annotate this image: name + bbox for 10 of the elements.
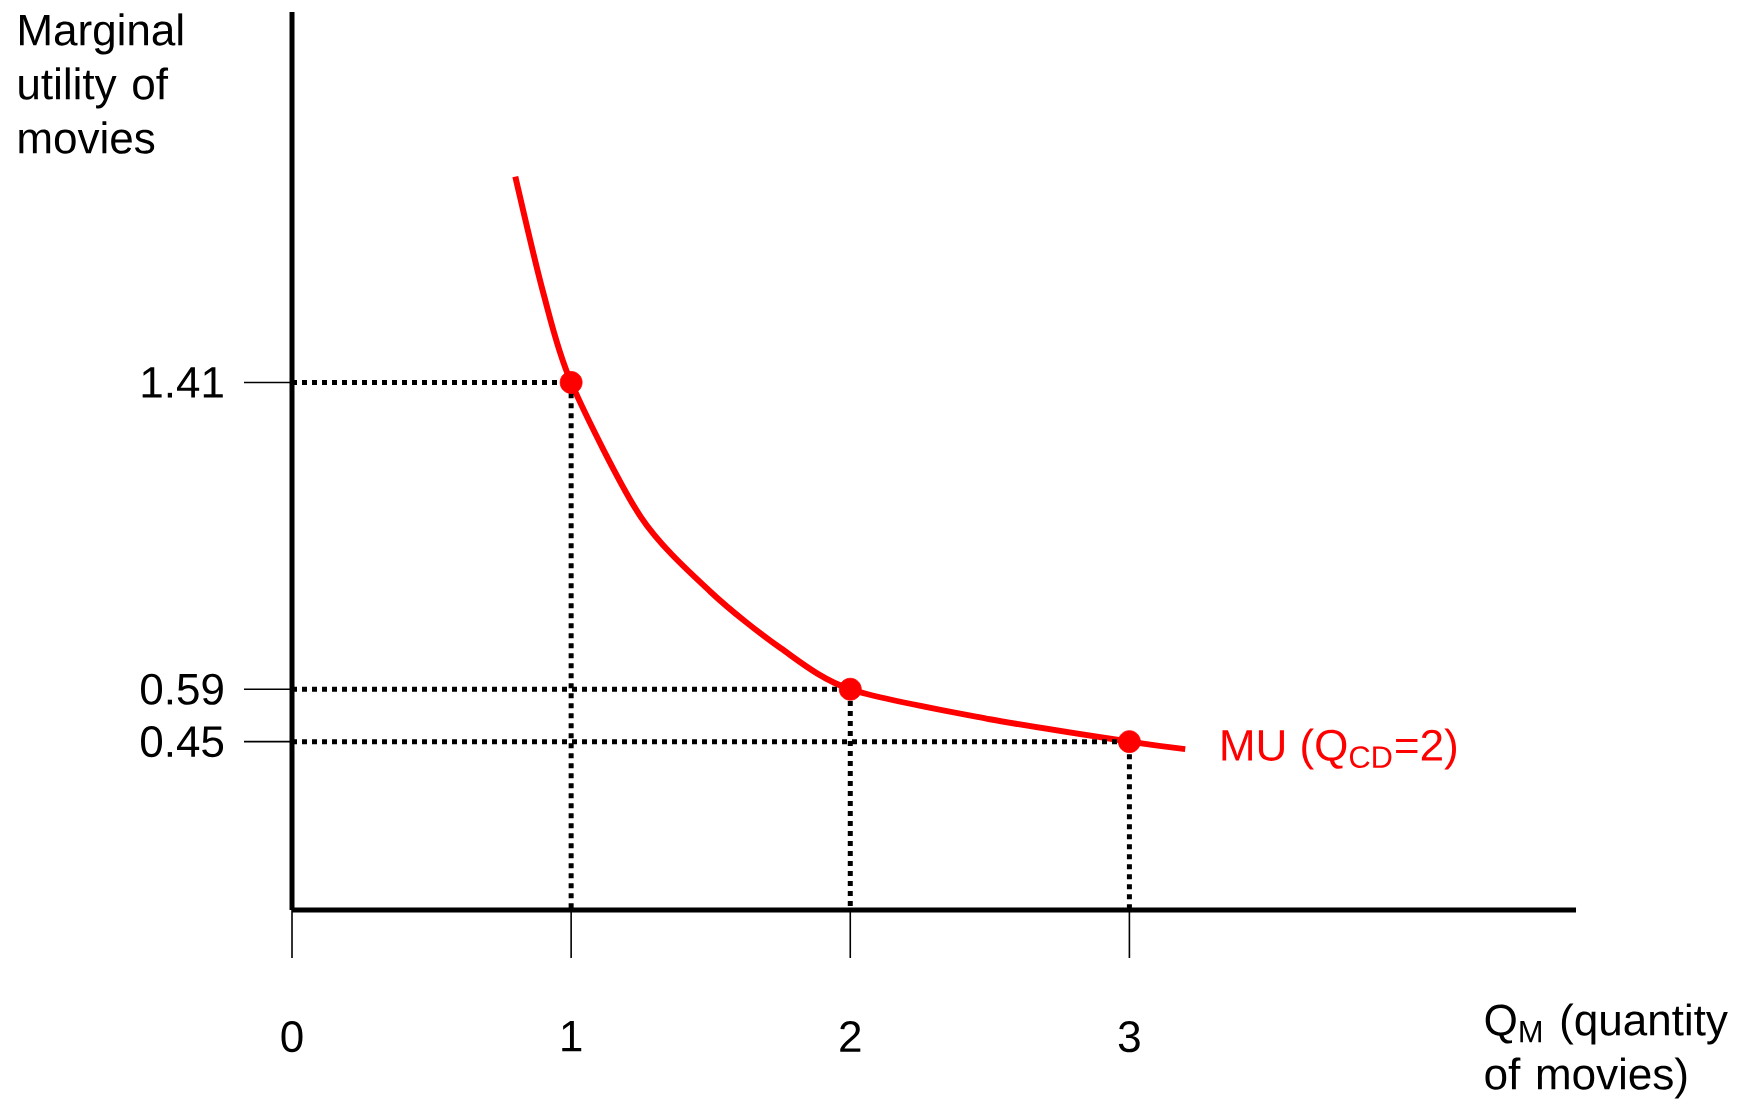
y-tick-label: 1.41: [142, 367, 223, 398]
x-axis-title: Q$_{M}$ (quantity of movies): [1485, 1003, 1728, 1099]
y-tick-label: 0.59: [141, 673, 223, 705]
legend-label: MU (Q$_{CD}$=2): [1222, 728, 1456, 770]
x-tick-label: 2: [840, 1021, 861, 1052]
x-tick-label: 1: [562, 1021, 582, 1052]
y-axis-title: Marginal utility of movies: [19, 13, 183, 154]
x-tick-label: 3: [1118, 1021, 1140, 1053]
y-tick-label: 0.45: [141, 726, 224, 758]
x-tick-label: 0: [281, 1021, 303, 1053]
